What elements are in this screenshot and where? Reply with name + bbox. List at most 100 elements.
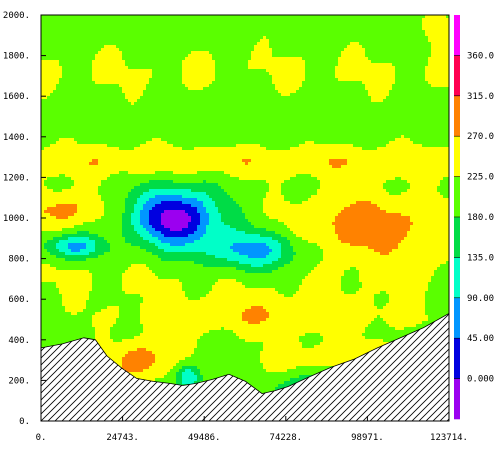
contour-cell <box>236 75 240 79</box>
contour-cell <box>140 114 144 118</box>
contour-cell <box>293 45 297 49</box>
contour-cell <box>212 63 216 67</box>
contour-cell <box>401 63 405 67</box>
contour-cell <box>128 63 132 67</box>
contour-cell <box>275 93 279 97</box>
contour-cell <box>326 84 330 88</box>
contour-cell <box>389 33 393 37</box>
contour-cell <box>185 102 189 106</box>
contour-cell <box>332 114 336 118</box>
contour-cell <box>230 87 234 91</box>
contour-cell <box>263 102 267 106</box>
contour-cell <box>200 75 204 79</box>
contour-cell <box>221 51 225 55</box>
contour-cell <box>116 90 120 94</box>
contour-cell <box>191 15 195 19</box>
contour-cell <box>353 51 357 55</box>
contour-cell <box>149 90 153 94</box>
contour-cell <box>275 24 279 28</box>
contour-cell <box>410 90 414 94</box>
contour-cell <box>191 84 195 88</box>
contour-cell <box>44 60 48 64</box>
contour-cell <box>161 24 165 28</box>
contour-cell <box>47 90 51 94</box>
contour-cell <box>206 93 210 97</box>
contour-cell <box>365 90 369 94</box>
contour-cell <box>434 24 438 28</box>
contour-cell <box>416 48 420 52</box>
contour-cell <box>128 18 132 22</box>
contour-cell <box>206 117 210 121</box>
contour-cell <box>179 105 183 109</box>
contour-cell <box>59 57 63 61</box>
contour-cell <box>215 27 219 31</box>
contour-cell <box>107 105 111 109</box>
contour-cell <box>179 42 183 46</box>
contour-cell <box>332 48 336 52</box>
contour-cell <box>68 51 72 55</box>
contour-cell <box>224 90 228 94</box>
contour-cell <box>440 60 444 64</box>
contour-cell <box>155 90 159 94</box>
contour-cell <box>419 111 423 115</box>
contour-cell <box>125 123 129 127</box>
contour-cell <box>332 123 336 127</box>
contour-cell <box>158 78 162 82</box>
contour-cell <box>263 69 267 73</box>
contour-cell <box>350 114 354 118</box>
contour-cell <box>248 111 252 115</box>
contour-cell <box>383 57 387 61</box>
contour-cell <box>410 15 414 19</box>
contour-cell <box>167 93 171 97</box>
contour-cell <box>77 15 81 19</box>
contour-cell <box>95 30 99 34</box>
contour-cell <box>155 54 159 58</box>
contour-cell <box>227 39 231 43</box>
contour-cell <box>212 75 216 79</box>
contour-cell <box>149 108 153 112</box>
contour-cell <box>371 30 375 34</box>
contour-cell <box>344 39 348 43</box>
contour-cell <box>215 108 219 112</box>
contour-cell <box>146 96 150 100</box>
contour-cell <box>383 111 387 115</box>
contour-cell <box>374 15 378 19</box>
contour-cell <box>401 15 405 19</box>
contour-cell <box>326 96 330 100</box>
contour-cell <box>62 42 66 46</box>
contour-cell <box>365 66 369 70</box>
contour-cell <box>110 54 114 58</box>
contour-cell <box>329 108 333 112</box>
contour-cell <box>428 78 432 82</box>
contour-cell <box>329 30 333 34</box>
contour-cell <box>272 48 276 52</box>
contour-cell <box>83 69 87 73</box>
contour-cell <box>197 33 201 37</box>
contour-cell <box>89 48 93 52</box>
contour-cell <box>113 114 117 118</box>
contour-cell <box>395 105 399 109</box>
contour-cell <box>266 24 270 28</box>
contour-cell <box>275 90 279 94</box>
contour-cell <box>344 87 348 91</box>
contour-cell <box>182 84 186 88</box>
contour-cell <box>89 78 93 82</box>
contour-cell <box>317 96 321 100</box>
contour-cell <box>197 72 201 76</box>
contour-cell <box>248 81 252 85</box>
contour-cell <box>437 51 441 55</box>
contour-cell <box>44 105 48 109</box>
contour-cell <box>335 99 339 103</box>
contour-cell <box>203 42 207 46</box>
contour-cell <box>68 60 72 64</box>
contour-cell <box>119 21 123 25</box>
contour-cell <box>296 51 300 55</box>
contour-cell <box>161 114 165 118</box>
contour-cell <box>434 69 438 73</box>
contour-cell <box>311 21 315 25</box>
contour-cell <box>323 123 327 127</box>
contour-cell <box>398 117 402 121</box>
contour-cell <box>275 15 279 19</box>
contour-cell <box>431 30 435 34</box>
contour-cell <box>224 48 228 52</box>
